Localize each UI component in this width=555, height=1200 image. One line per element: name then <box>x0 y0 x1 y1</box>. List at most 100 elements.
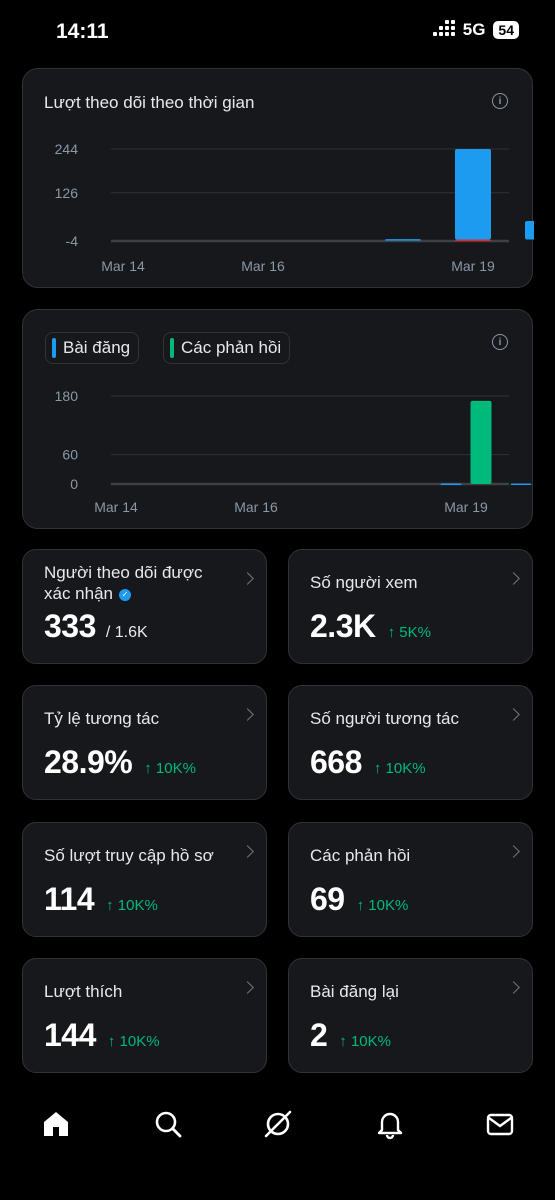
metric-change: ↑ 10K% <box>107 1033 160 1050</box>
metric-value: 144 <box>44 1017 96 1053</box>
x-tick-label: Mar 14 <box>101 258 145 274</box>
chevron-right-icon <box>507 708 520 721</box>
metric-label: Bài đăng lại <box>310 981 498 1002</box>
info-icon[interactable]: i <box>492 93 508 109</box>
metric-card[interactable]: Số người xem 2.3K ↑ 5K% <box>288 549 533 664</box>
notifications-icon[interactable] <box>374 1108 406 1140</box>
metric-label-text: Số người tương tác <box>310 709 460 728</box>
status-indicators: 5G 54 <box>432 20 519 40</box>
metric-change: ↑ 5K% <box>387 624 431 641</box>
metric-label-text: Người theo dõi được xác nhận <box>44 563 203 603</box>
chart-bar[interactable] <box>525 220 534 240</box>
metric-change: ↑ 10K% <box>356 897 409 914</box>
y-tick-label: 60 <box>62 447 78 463</box>
metric-change: ↑ 10K% <box>373 760 426 777</box>
chevron-right-icon <box>241 981 254 994</box>
metric-label: Người theo dõi được xác nhận ✓ <box>44 562 232 604</box>
chart-bar[interactable] <box>455 239 491 242</box>
bottom-nav <box>0 1090 555 1160</box>
metric-value-row: 333 / 1.6K <box>44 608 148 645</box>
metric-value-row: 2 ↑ 10K% <box>310 1017 391 1054</box>
y-tick-label: -4 <box>66 233 79 249</box>
search-icon[interactable] <box>152 1108 184 1140</box>
chart-bar[interactable] <box>455 149 491 240</box>
legend-posts[interactable]: Bài đăng <box>45 332 140 364</box>
metric-card[interactable]: Tỷ lệ tương tác 28.9% ↑ 10K% <box>22 685 267 800</box>
chevron-right-icon <box>507 981 520 994</box>
metric-label: Các phản hồi <box>310 845 498 866</box>
metric-change: ↑ 10K% <box>144 760 196 777</box>
metric-label-text: Lượt thích <box>44 982 123 1001</box>
verified-icon: ✓ <box>119 589 131 601</box>
info-icon[interactable]: i <box>492 334 508 350</box>
metric-value: 2 <box>310 1017 328 1053</box>
home-icon[interactable] <box>40 1108 72 1140</box>
metric-label-text: Tỷ lệ tương tác <box>44 709 160 728</box>
metric-change: ↑ 10K% <box>339 1033 391 1050</box>
y-tick-label: 244 <box>55 141 79 157</box>
chevron-right-icon <box>241 845 254 858</box>
metric-card[interactable]: Bài đăng lại 2 ↑ 10K% <box>288 958 533 1073</box>
chart-bar[interactable] <box>440 483 462 486</box>
metric-value-row: 28.9% ↑ 10K% <box>44 744 196 781</box>
metric-value: 28.9% <box>44 744 133 780</box>
metric-value: 333 <box>44 608 96 644</box>
chevron-right-icon <box>507 845 520 858</box>
followers-chart-title: Lượt theo dõi theo thời gian <box>44 93 255 112</box>
legend-posts-label: Bài đăng <box>63 338 131 357</box>
y-tick-label: 180 <box>55 388 79 404</box>
metric-value-row: 69 ↑ 10K% <box>310 881 408 918</box>
legend-replies-label: Các phản hồi <box>181 338 282 357</box>
metric-card[interactable]: Số lượt truy cập hồ sơ 114 ↑ 10K% <box>22 822 267 937</box>
y-tick-label: 0 <box>70 476 78 492</box>
metric-label-text: Số lượt truy cập hồ sơ <box>44 846 214 865</box>
metric-label: Số người xem <box>310 572 498 593</box>
chart-bar[interactable] <box>385 239 421 241</box>
posts-replies-chart: 180 60 0 Mar 14 Mar 16 Mar 19 <box>55 388 532 515</box>
messages-icon[interactable] <box>484 1108 516 1140</box>
grok-icon[interactable] <box>262 1108 294 1140</box>
metric-card[interactable]: Các phản hồi 69 ↑ 10K% <box>288 822 533 937</box>
metric-label-text: Bài đăng lại <box>310 982 399 1001</box>
metric-value: 668 <box>310 744 362 780</box>
x-tick-label: Mar 16 <box>234 499 278 515</box>
followers-chart-card: Lượt theo dõi theo thời gian i 244 126 -4 M… <box>22 68 534 288</box>
metric-value-row: 2.3K ↑ 5K% <box>310 608 431 645</box>
metric-card[interactable]: Lượt thích 144 ↑ 10K% <box>22 958 267 1073</box>
chevron-right-icon <box>241 572 254 585</box>
x-tick-label: Mar 19 <box>444 499 488 515</box>
metric-total: / 1.6K <box>105 624 148 641</box>
metric-label: Số lượt truy cập hồ sơ <box>44 845 232 866</box>
chart-bar[interactable] <box>510 483 532 486</box>
metric-label: Số người tương tác <box>310 708 498 729</box>
status-time: 14:11 <box>56 20 109 43</box>
metric-card[interactable]: Người theo dõi được xác nhận ✓ 333 / 1.6K <box>22 549 267 664</box>
legend-replies-swatch <box>170 338 174 358</box>
metric-value: 114 <box>44 881 95 917</box>
metric-value-row: 114 ↑ 10K% <box>44 881 158 918</box>
chevron-right-icon <box>241 708 254 721</box>
status-bar: 14:11 5G 54 <box>0 0 555 64</box>
chart-bar[interactable] <box>470 400 492 484</box>
posts-replies-chart-card: Bài đăng Các phản hồi i 180 60 0 Mar 14 Mar … <box>22 309 533 529</box>
x-tick-label: Mar 14 <box>94 499 138 515</box>
chevron-right-icon <box>507 572 520 585</box>
followers-chart: 244 126 -4 Mar 14 Mar 16 Mar 19 <box>55 141 534 274</box>
battery-indicator: 54 <box>493 21 519 39</box>
signal-icon <box>432 20 455 39</box>
metric-value-row: 144 ↑ 10K% <box>44 1017 160 1054</box>
network-type: 5G <box>462 20 486 39</box>
metric-label: Tỷ lệ tương tác <box>44 708 232 729</box>
legend-posts-swatch <box>52 338 56 358</box>
metric-value-row: 668 ↑ 10K% <box>310 744 426 781</box>
y-tick-label: 126 <box>55 185 79 201</box>
metric-label-text: Số người xem <box>310 573 418 592</box>
metric-label: Lượt thích <box>44 981 232 1002</box>
metric-change: ↑ 10K% <box>106 897 158 914</box>
metric-value: 2.3K <box>310 608 376 644</box>
x-tick-label: Mar 19 <box>451 258 495 274</box>
legend-replies[interactable]: Các phản hồi <box>163 332 291 364</box>
metric-card[interactable]: Số người tương tác 668 ↑ 10K% <box>288 685 533 800</box>
metric-value: 69 <box>310 881 345 917</box>
metric-label-text: Các phản hồi <box>310 846 411 865</box>
